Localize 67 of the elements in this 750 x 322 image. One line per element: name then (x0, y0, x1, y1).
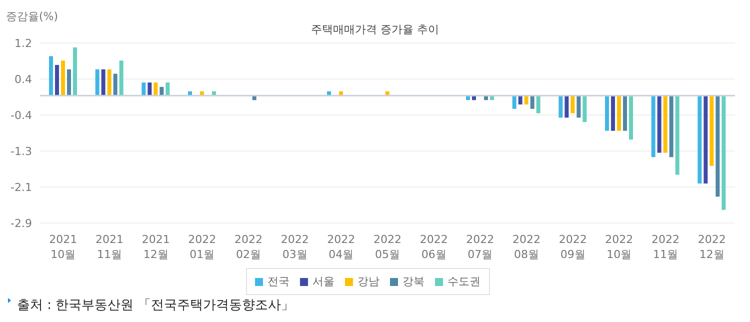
bar (530, 96, 534, 109)
bar (49, 56, 53, 96)
bar (605, 96, 609, 131)
y-tick-label: -2.1 (10, 180, 32, 194)
y-tick-label: -0.4 (10, 108, 32, 122)
bar (663, 96, 668, 153)
x-tick-label: 2022 10월 (605, 233, 634, 261)
bar (570, 96, 575, 114)
source-note: 출처 : 한국부동산원 「전국주택가격동향조사」 (17, 297, 294, 314)
bar (160, 86, 164, 96)
y-axis-title: 증감율(%) (6, 9, 58, 24)
bar (536, 96, 540, 114)
bar (623, 96, 627, 131)
legend-label: 전국 (266, 274, 290, 289)
legend-label: 수도권 (446, 274, 480, 289)
x-tick-label: 2021 12월 (142, 233, 170, 261)
y-tick-label: -1.3 (10, 144, 32, 158)
bar (617, 96, 621, 131)
x-tick-label: 2022 11월 (652, 233, 680, 261)
bar (651, 96, 656, 158)
x-tick-label: 2022 09월 (558, 233, 587, 261)
y-tick-label: 1.2 (14, 36, 32, 50)
x-tick-label: 2022 08월 (512, 233, 540, 261)
bar (61, 60, 65, 96)
bar (675, 96, 680, 175)
y-tick-label: -2.9 (10, 216, 32, 230)
bar (101, 69, 106, 96)
y-tick-label: 0.4 (14, 72, 32, 86)
bar (611, 96, 615, 131)
bar (722, 96, 726, 210)
x-tick-label: 2022 06월 (420, 233, 448, 261)
bar (564, 96, 569, 118)
bar (582, 96, 587, 122)
chart-title: 주택매매가격 증가율 추이 (310, 22, 440, 37)
bar (113, 74, 118, 96)
bar (669, 96, 674, 158)
bar (166, 82, 170, 96)
x-tick-label: 2022 04월 (327, 233, 356, 261)
bar (107, 69, 112, 96)
x-tick-label: 2022 01월 (188, 233, 216, 261)
legend-label: 강북 (402, 274, 424, 289)
bar (716, 96, 720, 197)
x-tick-label: 2022 12월 (698, 233, 726, 261)
bar (73, 47, 77, 96)
bar (629, 96, 633, 140)
x-tick-label: 2022 02월 (234, 233, 262, 261)
bar (142, 82, 146, 96)
bar (154, 82, 158, 96)
legend-label: 서울 (312, 274, 334, 289)
bar (657, 96, 662, 153)
bar (558, 96, 563, 118)
legend-label: 강남 (356, 274, 380, 289)
bar (119, 60, 124, 96)
bar (704, 96, 708, 184)
bar (148, 82, 152, 96)
x-tick-label: 2022 05월 (374, 233, 402, 261)
bar (698, 96, 702, 184)
x-tick-label: 2021 10월 (49, 233, 78, 261)
bar (67, 69, 71, 96)
bar (512, 96, 516, 109)
x-tick-label: 2022 03월 (280, 233, 309, 261)
x-tick-label: 2022 07월 (466, 233, 494, 261)
bar (710, 96, 714, 166)
bar (576, 96, 581, 118)
x-tick-label: 2021 11월 (96, 233, 124, 261)
bar (55, 64, 59, 96)
bar (95, 69, 100, 96)
